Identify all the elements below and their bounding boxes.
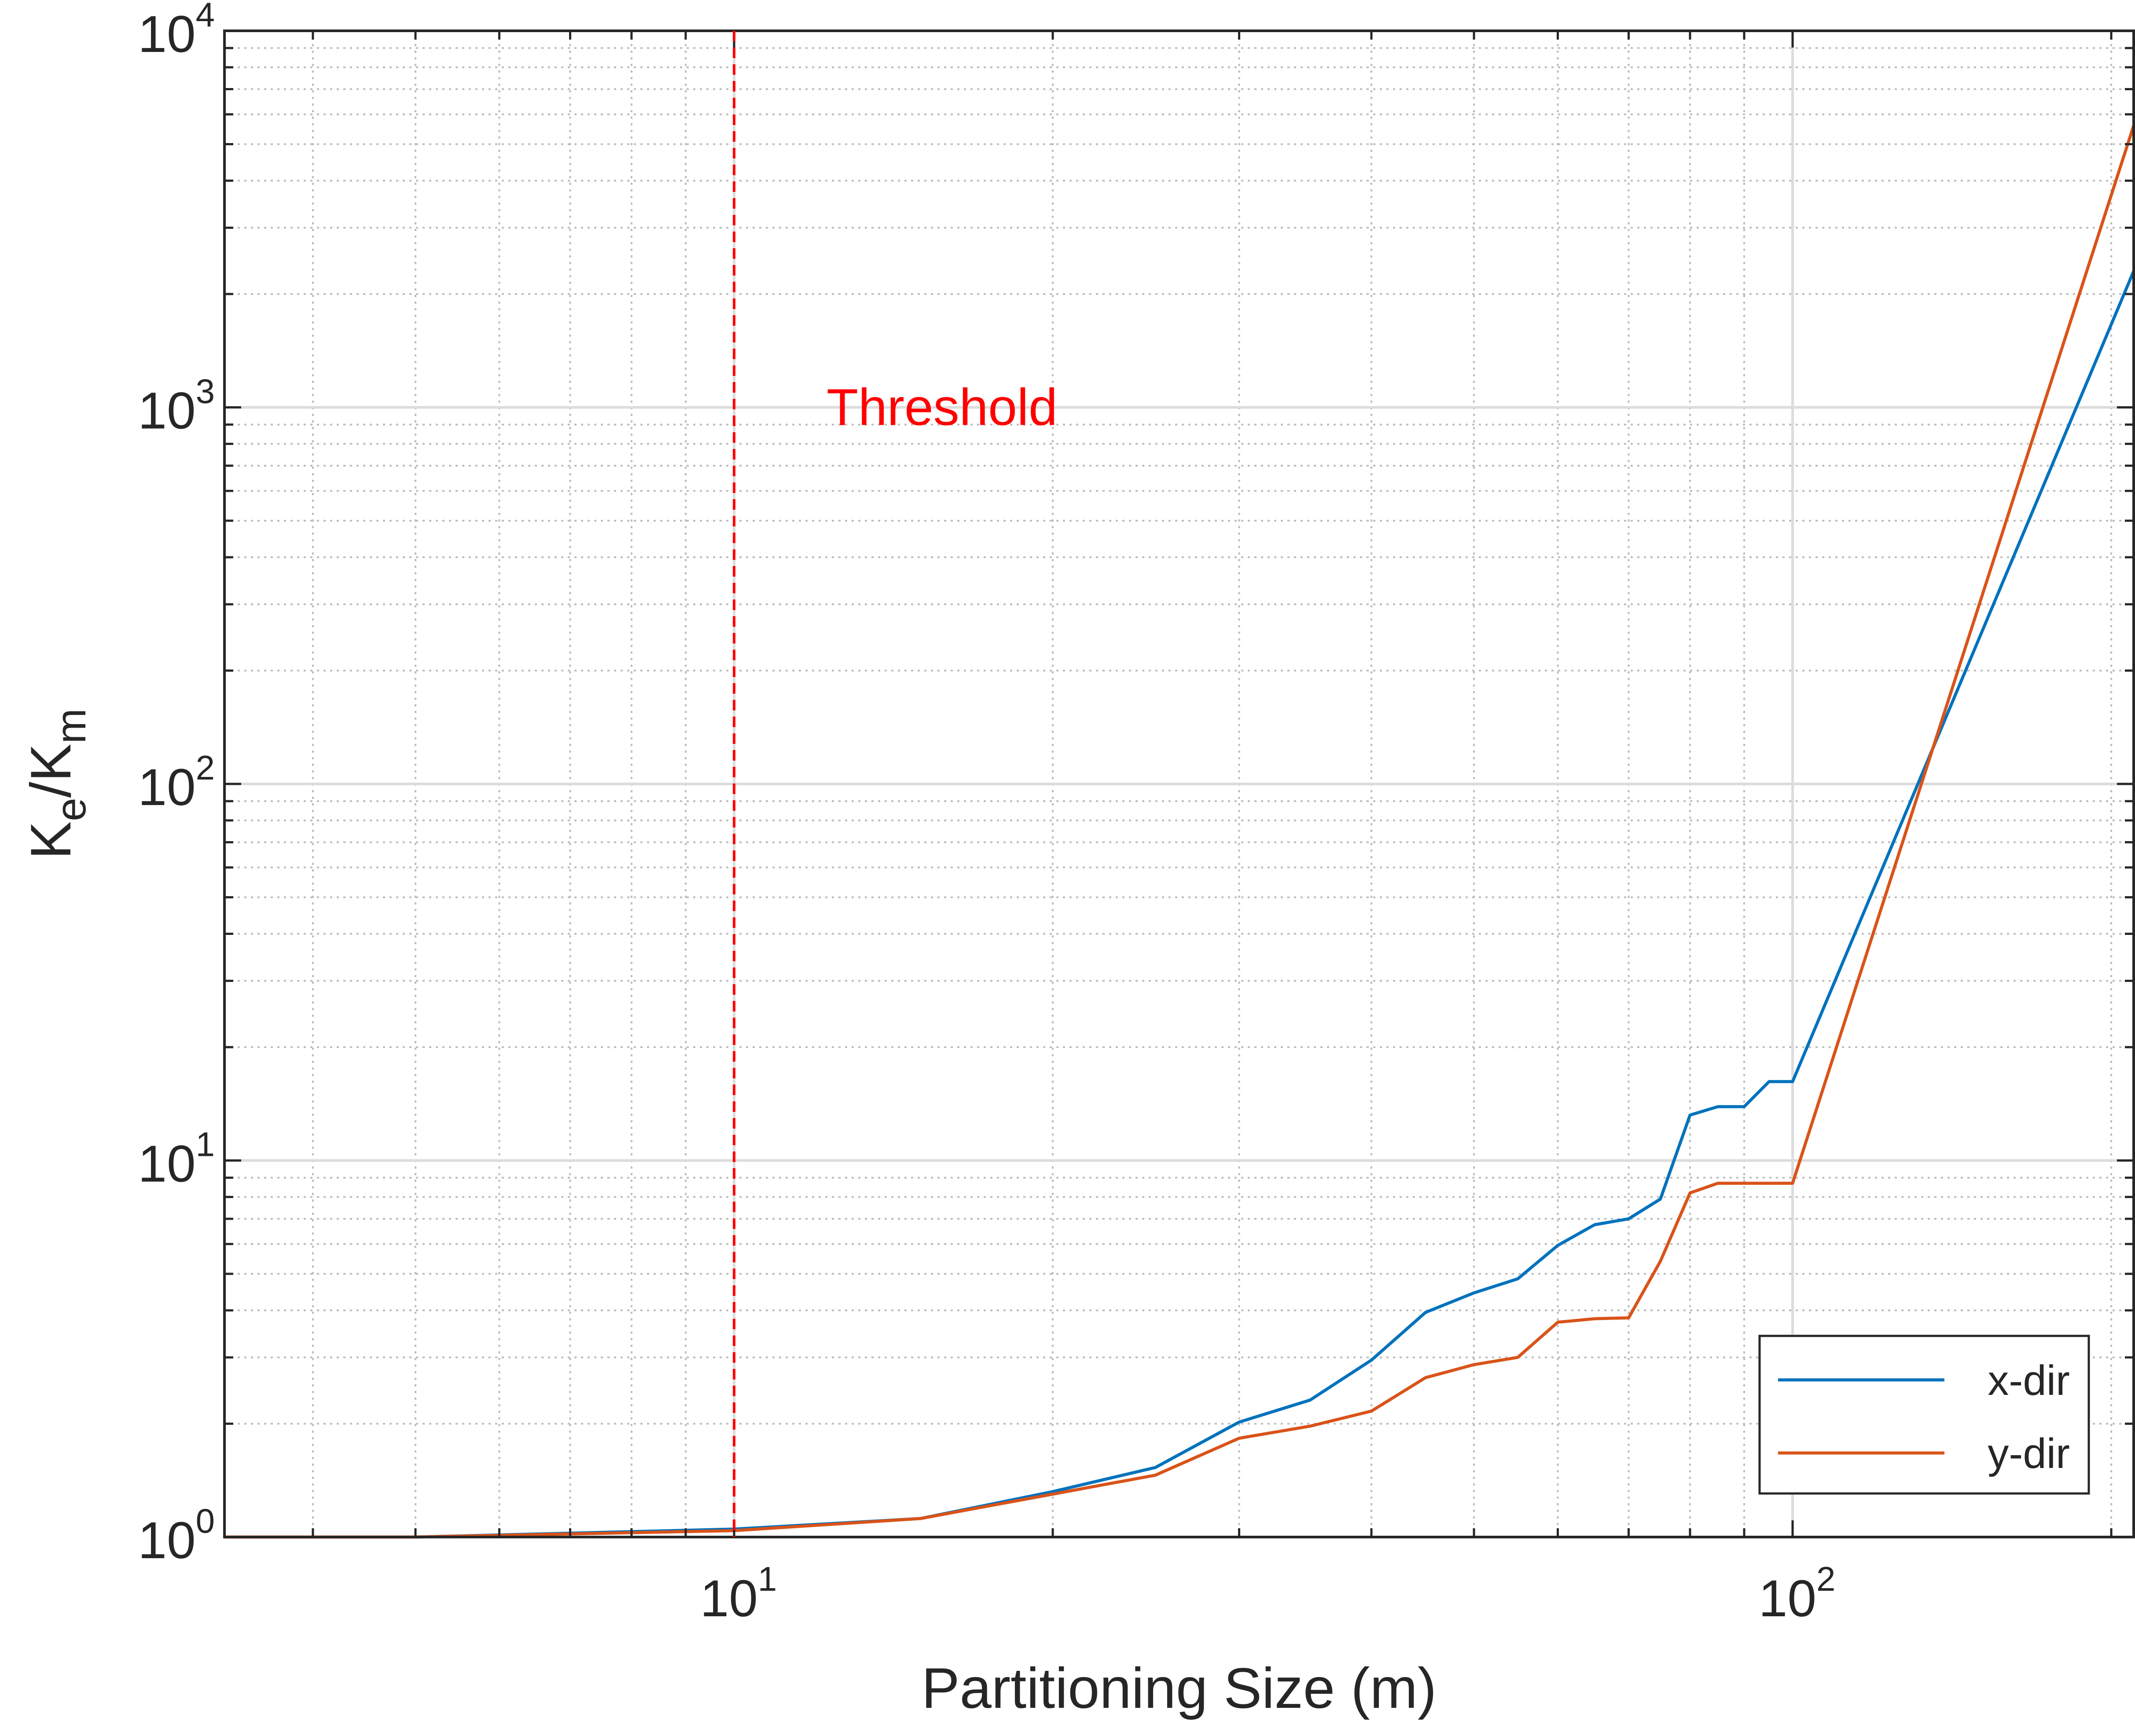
- y-tick-label-base: 10: [138, 1512, 195, 1570]
- x-tick-label-base: 10: [1759, 1570, 1816, 1628]
- threshold-marker: Threshold: [732, 31, 1058, 1537]
- grid: [224, 29, 2134, 1538]
- x-tick-label: 101: [700, 1559, 777, 1628]
- y-tick-label-exponent: 4: [196, 0, 215, 34]
- y-tick-label-exponent: 1: [196, 1125, 215, 1164]
- legend-label-x-dir: x-dir: [1988, 1357, 2070, 1404]
- x-tick-label-base: 10: [700, 1570, 758, 1628]
- legend-box: [1758, 1335, 2090, 1495]
- axes: [223, 29, 2135, 1538]
- y-tick-label: 100: [138, 1501, 215, 1570]
- x-tick-label-exponent: 1: [758, 1559, 777, 1598]
- threshold-label: Threshold: [827, 379, 1058, 437]
- x-axis-label: Partitioning Size (m): [922, 1656, 1437, 1720]
- y-tick-label: 101: [138, 1125, 215, 1193]
- y-tick-label-exponent: 2: [196, 748, 215, 787]
- x-tick-label: 102: [1759, 1559, 1836, 1628]
- y-tick-label-base: 10: [138, 1135, 195, 1193]
- y-axis-label-part: e: [48, 798, 95, 821]
- y-axis-label-part: K: [18, 821, 83, 860]
- y-axis-label: Ke/Km: [18, 709, 95, 860]
- y-tick-label-base: 10: [138, 758, 195, 817]
- y-tick-label-exponent: 0: [196, 1501, 215, 1540]
- series-line-y-dir: [224, 125, 2135, 1539]
- legend: x-dir y-dir: [1758, 1335, 2090, 1495]
- y-axis-label-part: /K: [18, 744, 83, 798]
- legend-label-y-dir: y-dir: [1988, 1430, 2070, 1477]
- y-axis-label-part: m: [48, 709, 95, 744]
- y-tick-label-exponent: 3: [196, 372, 215, 411]
- y-tick-label: 102: [138, 748, 215, 817]
- y-tick-label-base: 10: [138, 382, 195, 440]
- y-tick-label: 104: [138, 0, 215, 63]
- data-series: [224, 125, 2135, 1539]
- x-tick-label-exponent: 2: [1816, 1559, 1835, 1598]
- y-tick-label: 103: [138, 372, 215, 440]
- y-tick-label-base: 10: [138, 5, 195, 63]
